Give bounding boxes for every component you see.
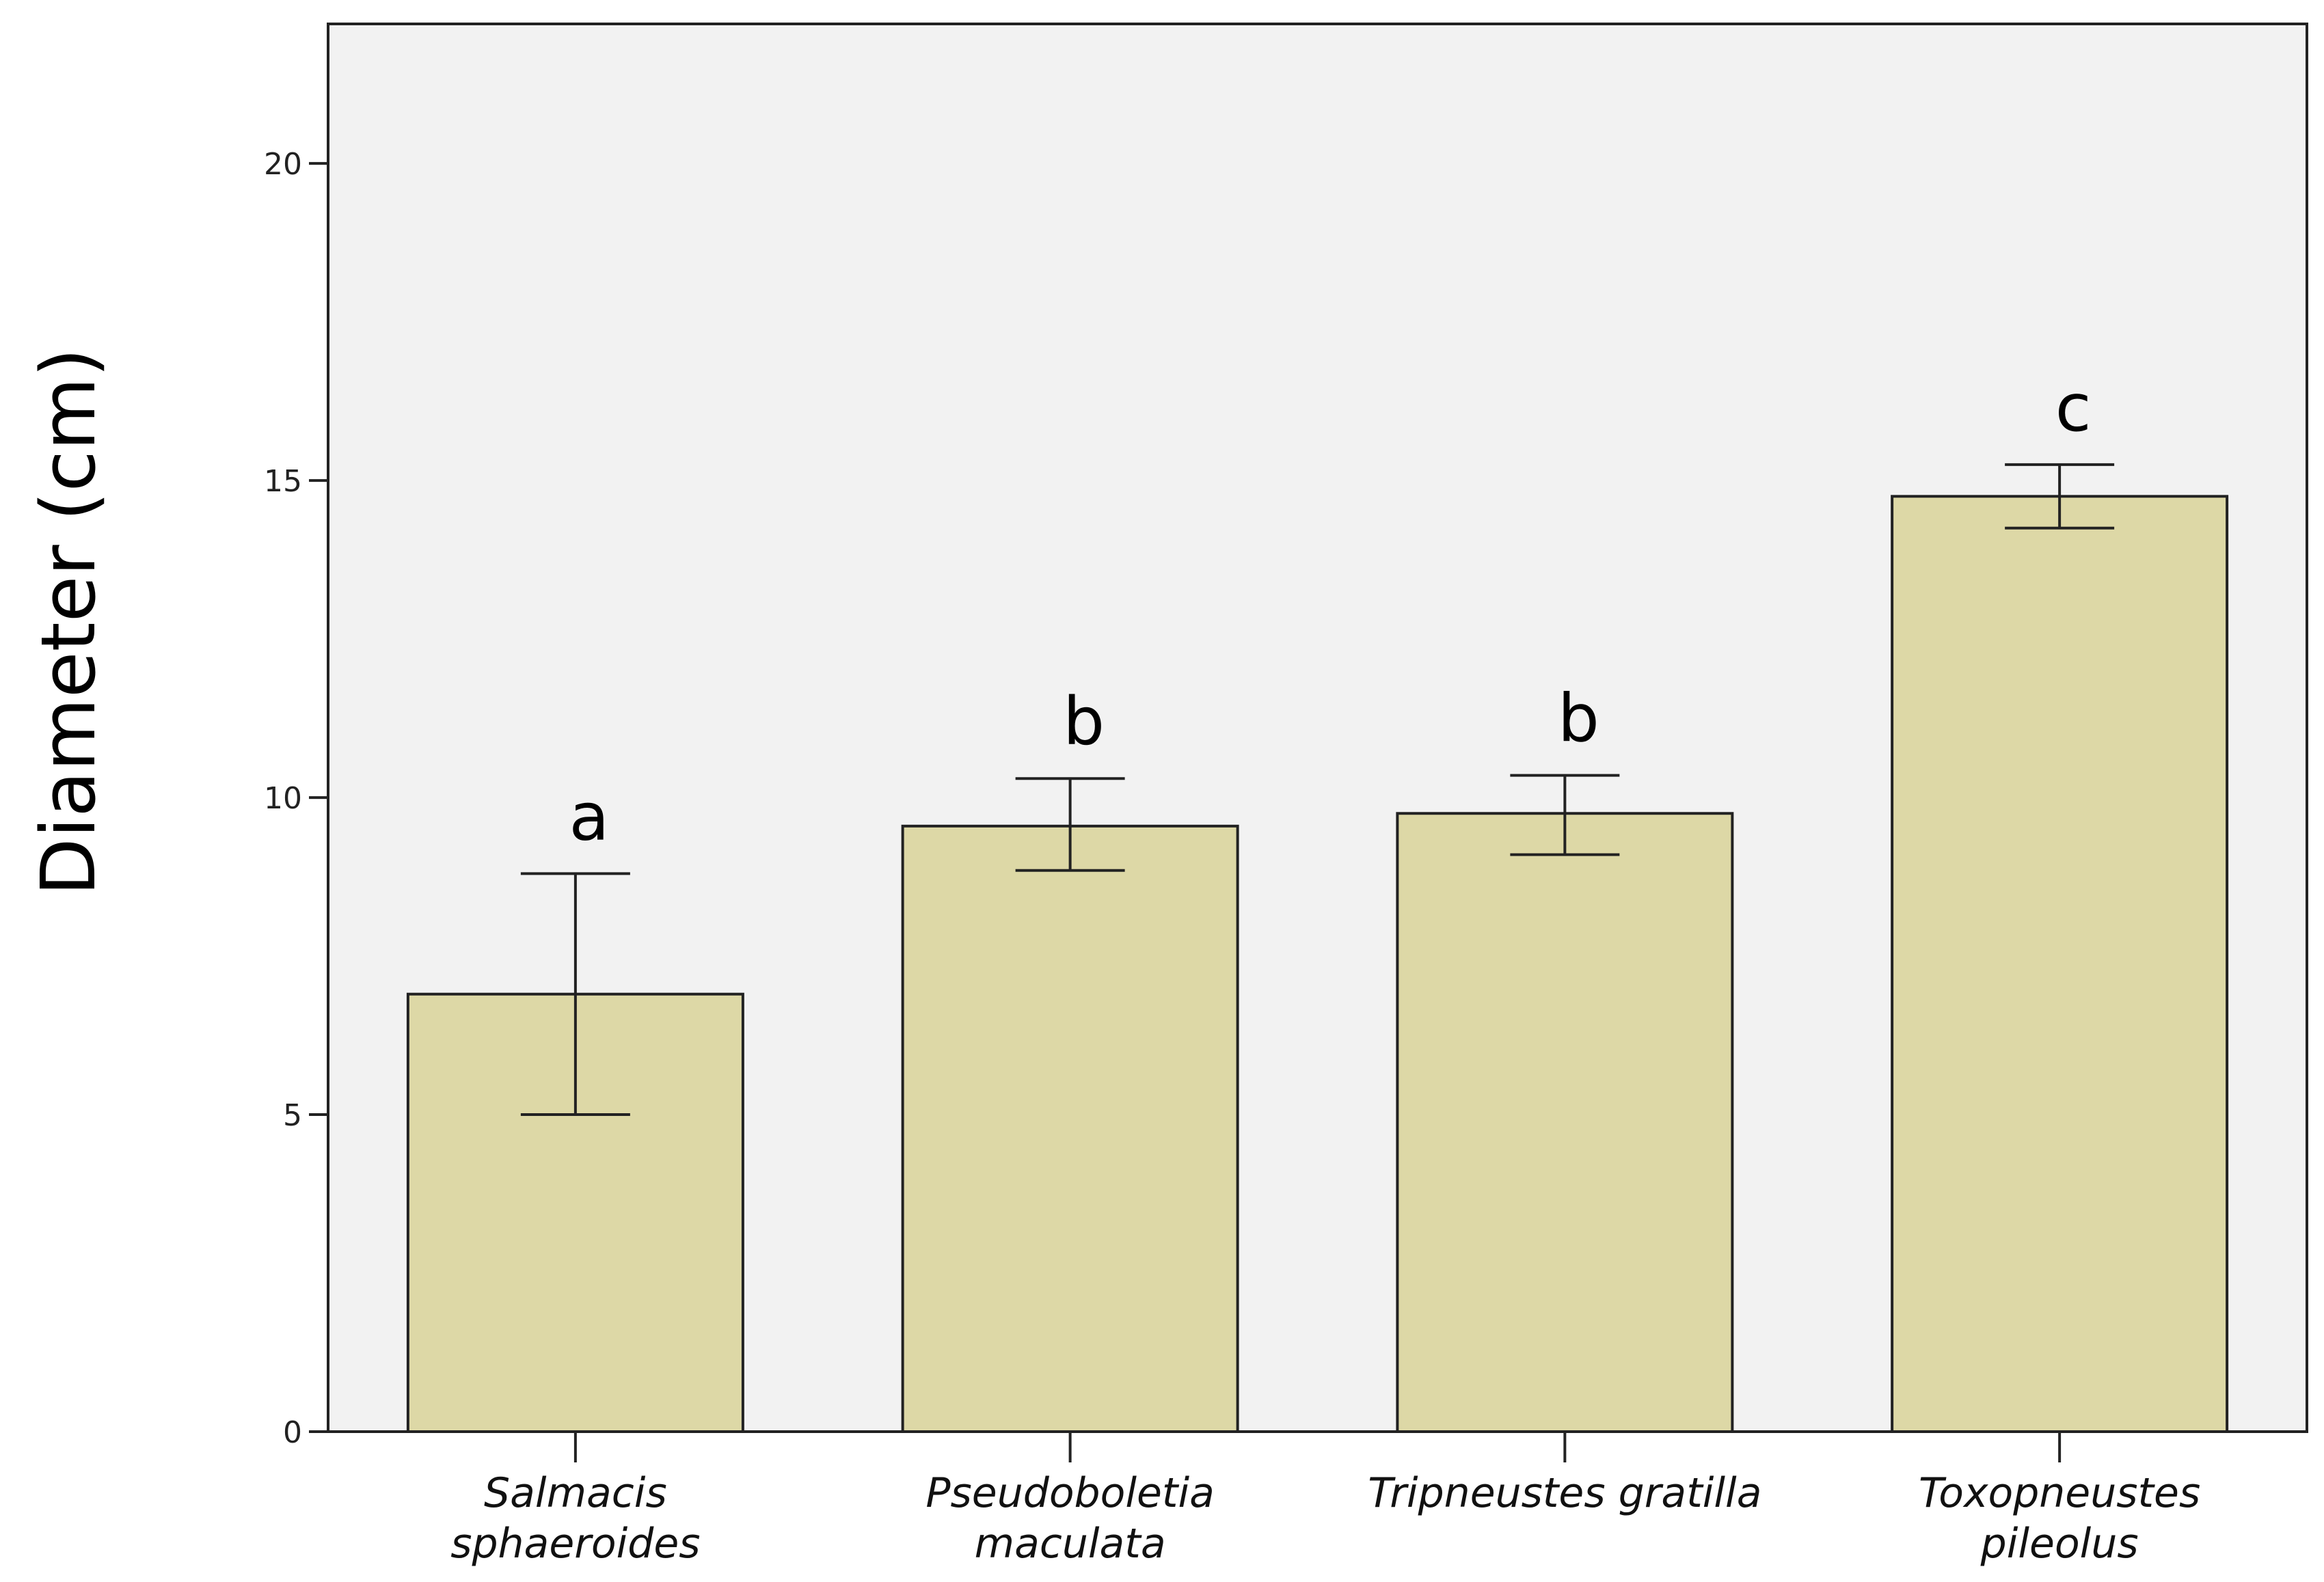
significance-letter: c — [2055, 370, 2092, 446]
y-tick-label: 5 — [283, 1098, 302, 1133]
x-tick-label-line: Toxopneustes — [1919, 1469, 2200, 1517]
y-axis-title: Diameter (cm) — [25, 348, 112, 896]
x-tick-label: Salmacis sphaeroides — [450, 1469, 700, 1568]
bar — [1891, 495, 2229, 1434]
x-tick-label-line: pileolus — [1980, 1520, 2139, 1568]
y-tick-label: 10 — [264, 781, 302, 816]
x-tick-label-line: Tripneustes gratilla — [1368, 1469, 1761, 1517]
bar — [901, 824, 1239, 1433]
x-tick-label-line: Salmacis — [484, 1469, 667, 1517]
y-tick-label: 15 — [264, 464, 302, 499]
x-tick-label: Pseudoboletia maculata — [925, 1469, 1215, 1568]
bar — [1396, 812, 1734, 1433]
significance-letter: b — [1063, 683, 1105, 760]
x-tick-label-line: maculata — [975, 1520, 1166, 1568]
x-tick-label-line: sphaeroides — [450, 1520, 700, 1568]
y-tick-label: 0 — [283, 1415, 302, 1450]
significance-letter: b — [1558, 681, 1599, 757]
x-tick-label-line: Pseudoboletia — [925, 1469, 1215, 1517]
x-tick-label: Tripneustes gratilla — [1368, 1469, 1761, 1517]
y-tick-label: 20 — [264, 147, 302, 182]
significance-letter: a — [569, 778, 609, 855]
x-tick-label: Toxopneustes pileolus — [1919, 1469, 2200, 1568]
